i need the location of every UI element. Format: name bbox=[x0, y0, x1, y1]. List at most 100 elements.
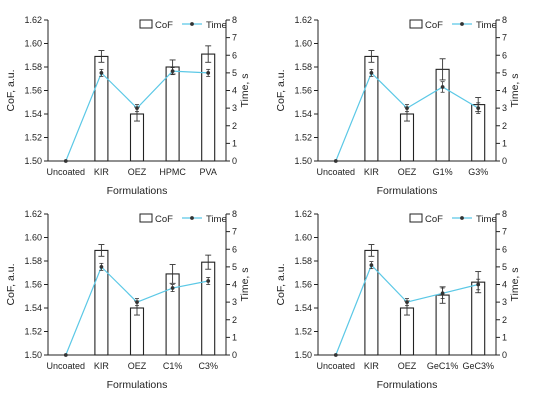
time-point-kir bbox=[99, 70, 104, 75]
time-point-uncoated bbox=[333, 353, 338, 357]
legend-cof-swatch bbox=[139, 19, 153, 29]
legend-time-label: Time bbox=[206, 20, 227, 31]
time-point-oez bbox=[135, 106, 139, 111]
left-tick-label: 1.62 bbox=[24, 209, 42, 219]
left-tick-label: 1.56 bbox=[294, 86, 312, 96]
right-tick-label: 1 bbox=[502, 332, 507, 342]
left-tick-label: 1.58 bbox=[24, 62, 42, 72]
legend-cof-swatch bbox=[409, 213, 423, 223]
right-tick-label: 2 bbox=[502, 315, 507, 325]
time-point-oez bbox=[135, 300, 139, 305]
legend-cof-swatch bbox=[409, 19, 423, 29]
category-label-uncoated: Uncoated bbox=[317, 167, 356, 177]
right-axis-title: Time, s bbox=[239, 267, 251, 301]
category-label-gec1pct: GeC1% bbox=[427, 361, 459, 371]
right-tick-label: 5 bbox=[502, 262, 507, 272]
right-tick-label: 8 bbox=[502, 209, 507, 219]
left-tick-label: 1.50 bbox=[294, 350, 312, 360]
left-tick-label: 1.56 bbox=[24, 280, 42, 290]
time-point-gec1pct bbox=[440, 291, 445, 296]
right-tick-label: 6 bbox=[502, 244, 507, 254]
category-label-oez: OEZ bbox=[128, 361, 147, 371]
left-tick-label: 1.58 bbox=[294, 256, 312, 266]
legend-cof-label: CoF bbox=[155, 20, 173, 31]
time-point-hpmc bbox=[170, 69, 175, 74]
category-label-oez: OEZ bbox=[398, 167, 417, 177]
right-tick-label: 3 bbox=[502, 297, 507, 307]
right-tick-label: 0 bbox=[232, 350, 237, 360]
category-label-gec3pct: GeC3% bbox=[462, 361, 494, 371]
category-label-kir: KIR bbox=[94, 361, 110, 371]
left-tick-label: 1.56 bbox=[24, 86, 42, 96]
category-label-kir: KIR bbox=[364, 167, 380, 177]
left-tick-label: 1.56 bbox=[294, 280, 312, 290]
time-point-oez bbox=[405, 300, 409, 305]
right-axis-title: Time, s bbox=[509, 267, 521, 301]
time-point-kir bbox=[99, 264, 104, 269]
chart-panel-2: 1.50 1.52 1.54 1.56 1.58 1.60 1.62 0 1 2 3 4 5 6 7 8 Unc… bbox=[275, 15, 521, 197]
category-label-uncoated: Uncoated bbox=[47, 361, 86, 371]
legend-time-marker bbox=[460, 22, 464, 26]
legend-time-marker bbox=[460, 216, 464, 220]
right-tick-label: 1 bbox=[232, 138, 237, 148]
left-tick-label: 1.50 bbox=[24, 156, 42, 166]
left-tick-label: 1.62 bbox=[294, 15, 312, 25]
right-tick-label: 2 bbox=[232, 315, 237, 325]
right-tick-label: 5 bbox=[232, 68, 237, 78]
left-tick-label: 1.58 bbox=[294, 62, 312, 72]
legend-time-label: Time bbox=[476, 214, 497, 225]
time-point-uncoated bbox=[63, 353, 68, 357]
right-tick-label: 5 bbox=[232, 262, 237, 272]
left-tick-label: 1.62 bbox=[24, 15, 42, 25]
time-point-g1pct bbox=[440, 85, 445, 89]
legend-time-marker bbox=[190, 216, 194, 220]
left-tick-label: 1.60 bbox=[24, 39, 42, 49]
right-tick-label: 6 bbox=[232, 50, 237, 60]
left-tick-label: 1.60 bbox=[294, 39, 312, 49]
right-tick-label: 2 bbox=[232, 121, 237, 131]
right-tick-label: 2 bbox=[502, 121, 507, 131]
right-tick-label: 0 bbox=[232, 156, 237, 166]
category-label-c1pct: C1% bbox=[163, 361, 183, 371]
legend-cof-label: CoF bbox=[425, 20, 443, 31]
right-tick-label: 3 bbox=[232, 297, 237, 307]
left-tick-label: 1.52 bbox=[24, 327, 42, 337]
cof-bar-c3pct bbox=[201, 261, 216, 356]
category-label-g1pct: G1% bbox=[433, 167, 453, 177]
right-tick-label: 5 bbox=[502, 68, 507, 78]
left-axis-title: CoF, a.u. bbox=[5, 69, 17, 111]
chart-panel-1: 1.50 1.52 1.54 1.56 1.58 1.60 1.62 0 1 2 3 4 5 6 7 8 Unc… bbox=[5, 15, 251, 197]
legend-cof-label: CoF bbox=[155, 214, 173, 225]
time-point-c3pct bbox=[206, 279, 211, 283]
time-point-uncoated bbox=[63, 159, 68, 163]
left-axis-title: CoF, a.u. bbox=[275, 263, 287, 305]
right-tick-label: 7 bbox=[502, 33, 507, 43]
left-tick-label: 1.50 bbox=[294, 156, 312, 166]
x-axis-title: Formulations bbox=[107, 379, 168, 391]
right-tick-label: 7 bbox=[232, 227, 237, 237]
right-tick-label: 1 bbox=[232, 332, 237, 342]
category-label-uncoated: Uncoated bbox=[317, 361, 356, 371]
chart-panel-4: 1.50 1.52 1.54 1.56 1.58 1.60 1.62 0 1 2 3 4 5 6 7 8 Unc… bbox=[275, 209, 521, 391]
left-tick-label: 1.62 bbox=[294, 209, 312, 219]
right-tick-label: 8 bbox=[502, 15, 507, 25]
left-tick-label: 1.54 bbox=[294, 109, 312, 119]
left-tick-label: 1.52 bbox=[294, 133, 312, 143]
right-tick-label: 6 bbox=[502, 50, 507, 60]
legend-time-marker bbox=[190, 22, 194, 26]
left-tick-label: 1.60 bbox=[294, 233, 312, 243]
category-label-kir: KIR bbox=[364, 361, 380, 371]
time-point-kir bbox=[369, 70, 374, 75]
time-point-gec3pct bbox=[476, 282, 481, 287]
right-tick-label: 8 bbox=[232, 209, 237, 219]
left-tick-label: 1.52 bbox=[294, 327, 312, 337]
category-label-kir: KIR bbox=[94, 167, 110, 177]
right-tick-label: 8 bbox=[232, 15, 237, 25]
right-tick-label: 0 bbox=[502, 156, 507, 166]
category-label-uncoated: Uncoated bbox=[47, 167, 86, 177]
category-label-hpmc: HPMC bbox=[159, 167, 186, 177]
legend-cof-label: CoF bbox=[425, 214, 443, 225]
right-tick-label: 3 bbox=[232, 103, 237, 113]
legend-time-label: Time bbox=[206, 214, 227, 225]
time-point-uncoated bbox=[333, 159, 338, 163]
